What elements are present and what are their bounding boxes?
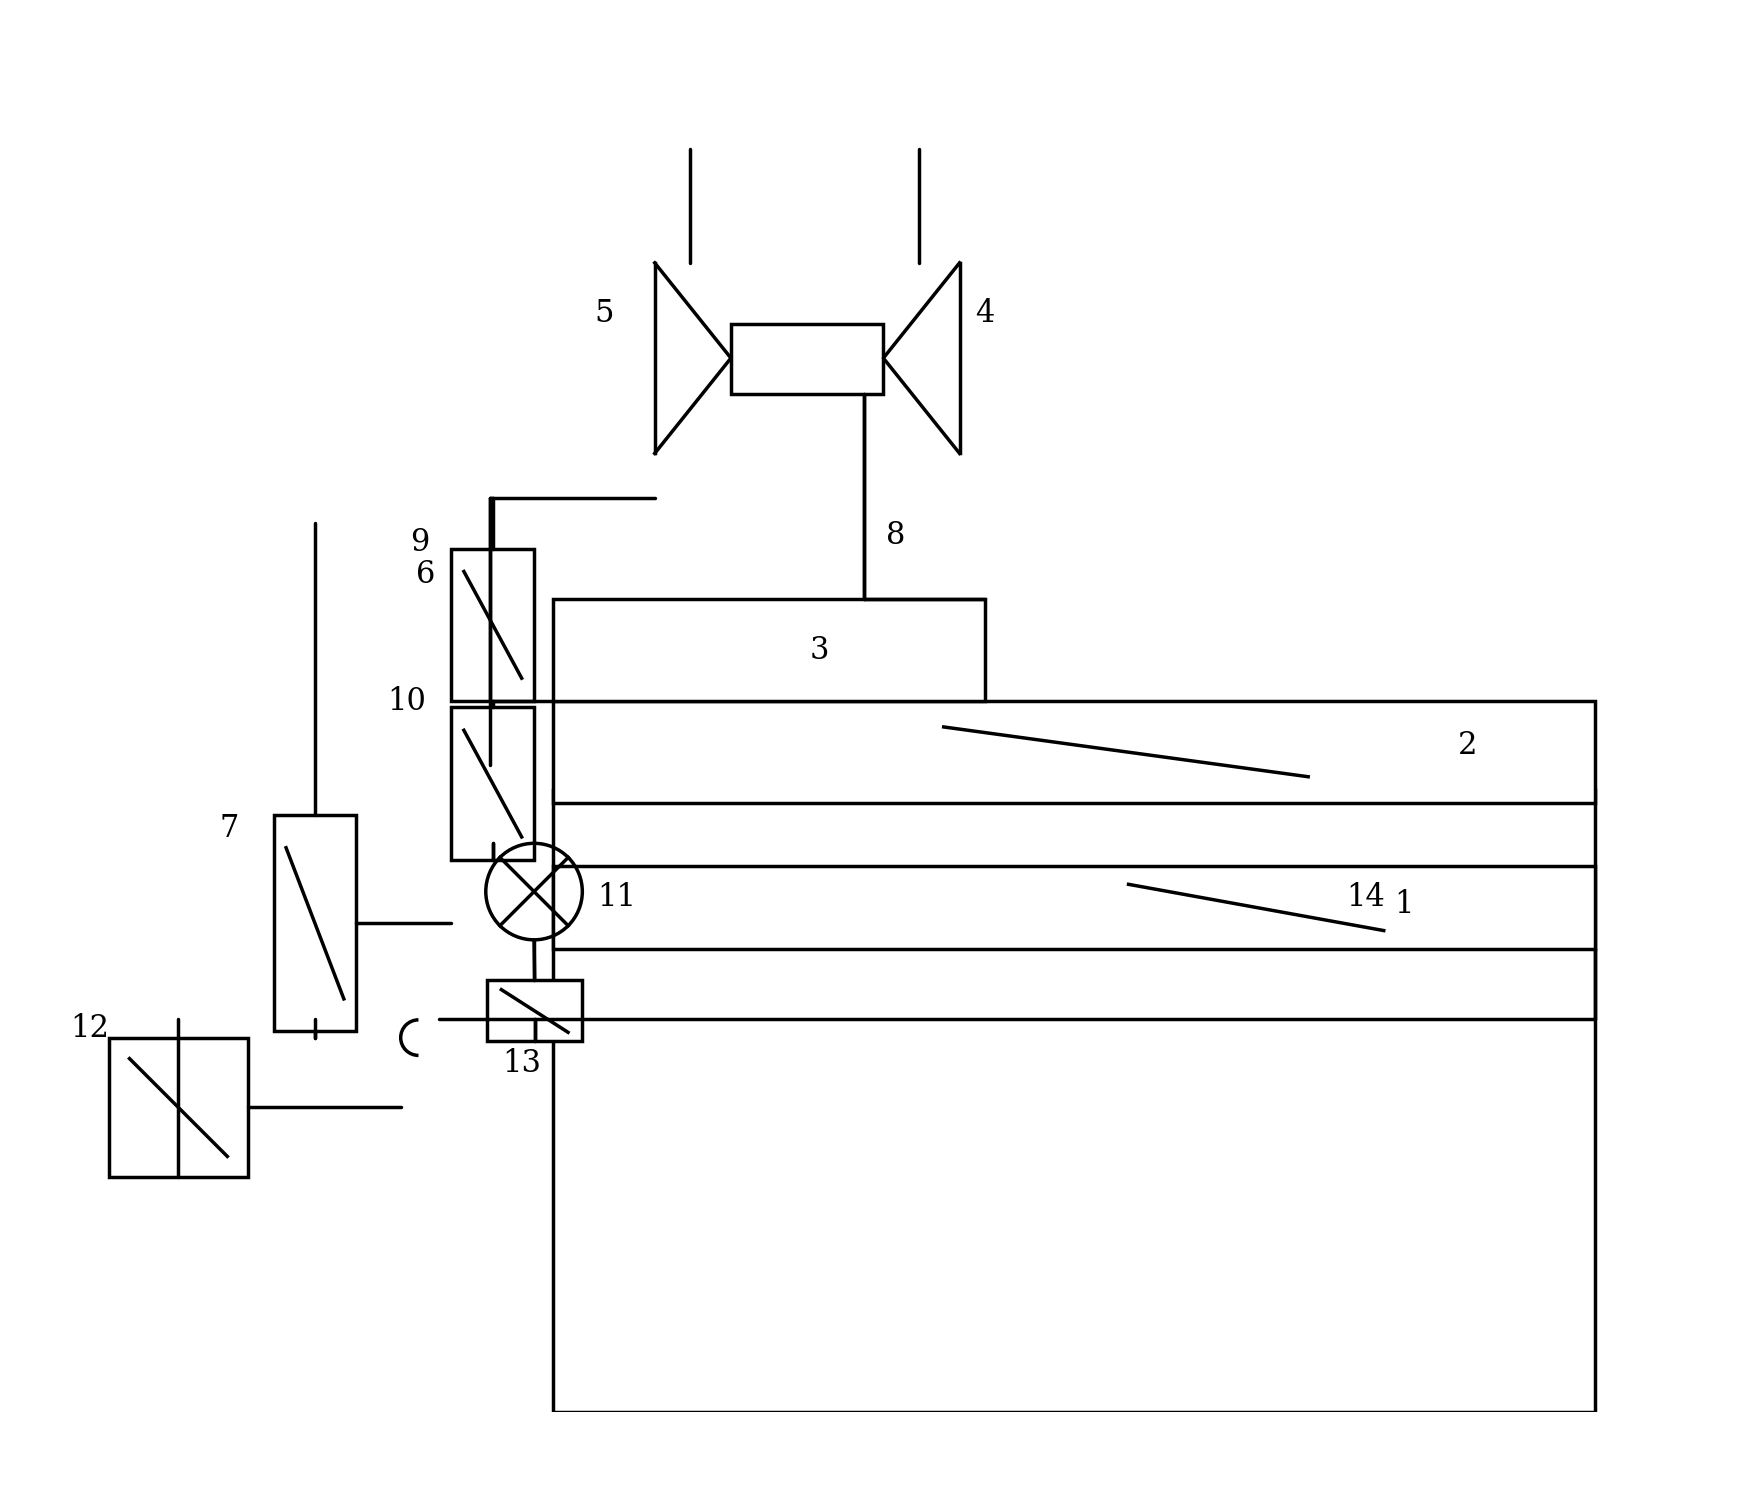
Text: 1: 1 [1394, 889, 1414, 920]
Bar [109, 1038, 249, 1178]
Text: 3: 3 [810, 635, 830, 666]
Text: 14: 14 [1347, 883, 1386, 914]
Bar [553, 866, 1594, 948]
Text: 13: 13 [502, 1048, 540, 1078]
Text: 12: 12 [70, 1014, 109, 1044]
Text: 2: 2 [1458, 731, 1477, 760]
Bar [274, 816, 356, 1032]
Bar [451, 707, 533, 860]
Bar [731, 324, 884, 394]
Bar [553, 701, 1594, 802]
Bar [488, 981, 582, 1041]
Bar [553, 599, 986, 701]
Text: 4: 4 [975, 298, 995, 330]
Bar [553, 790, 1594, 1412]
Text: 10: 10 [388, 686, 426, 717]
Text: 6: 6 [416, 559, 435, 589]
Text: 5: 5 [595, 298, 614, 330]
Bar [451, 549, 533, 701]
Text: 11: 11 [596, 883, 637, 914]
Text: 8: 8 [886, 520, 905, 552]
Text: 9: 9 [410, 526, 430, 558]
Text: 7: 7 [219, 813, 239, 844]
